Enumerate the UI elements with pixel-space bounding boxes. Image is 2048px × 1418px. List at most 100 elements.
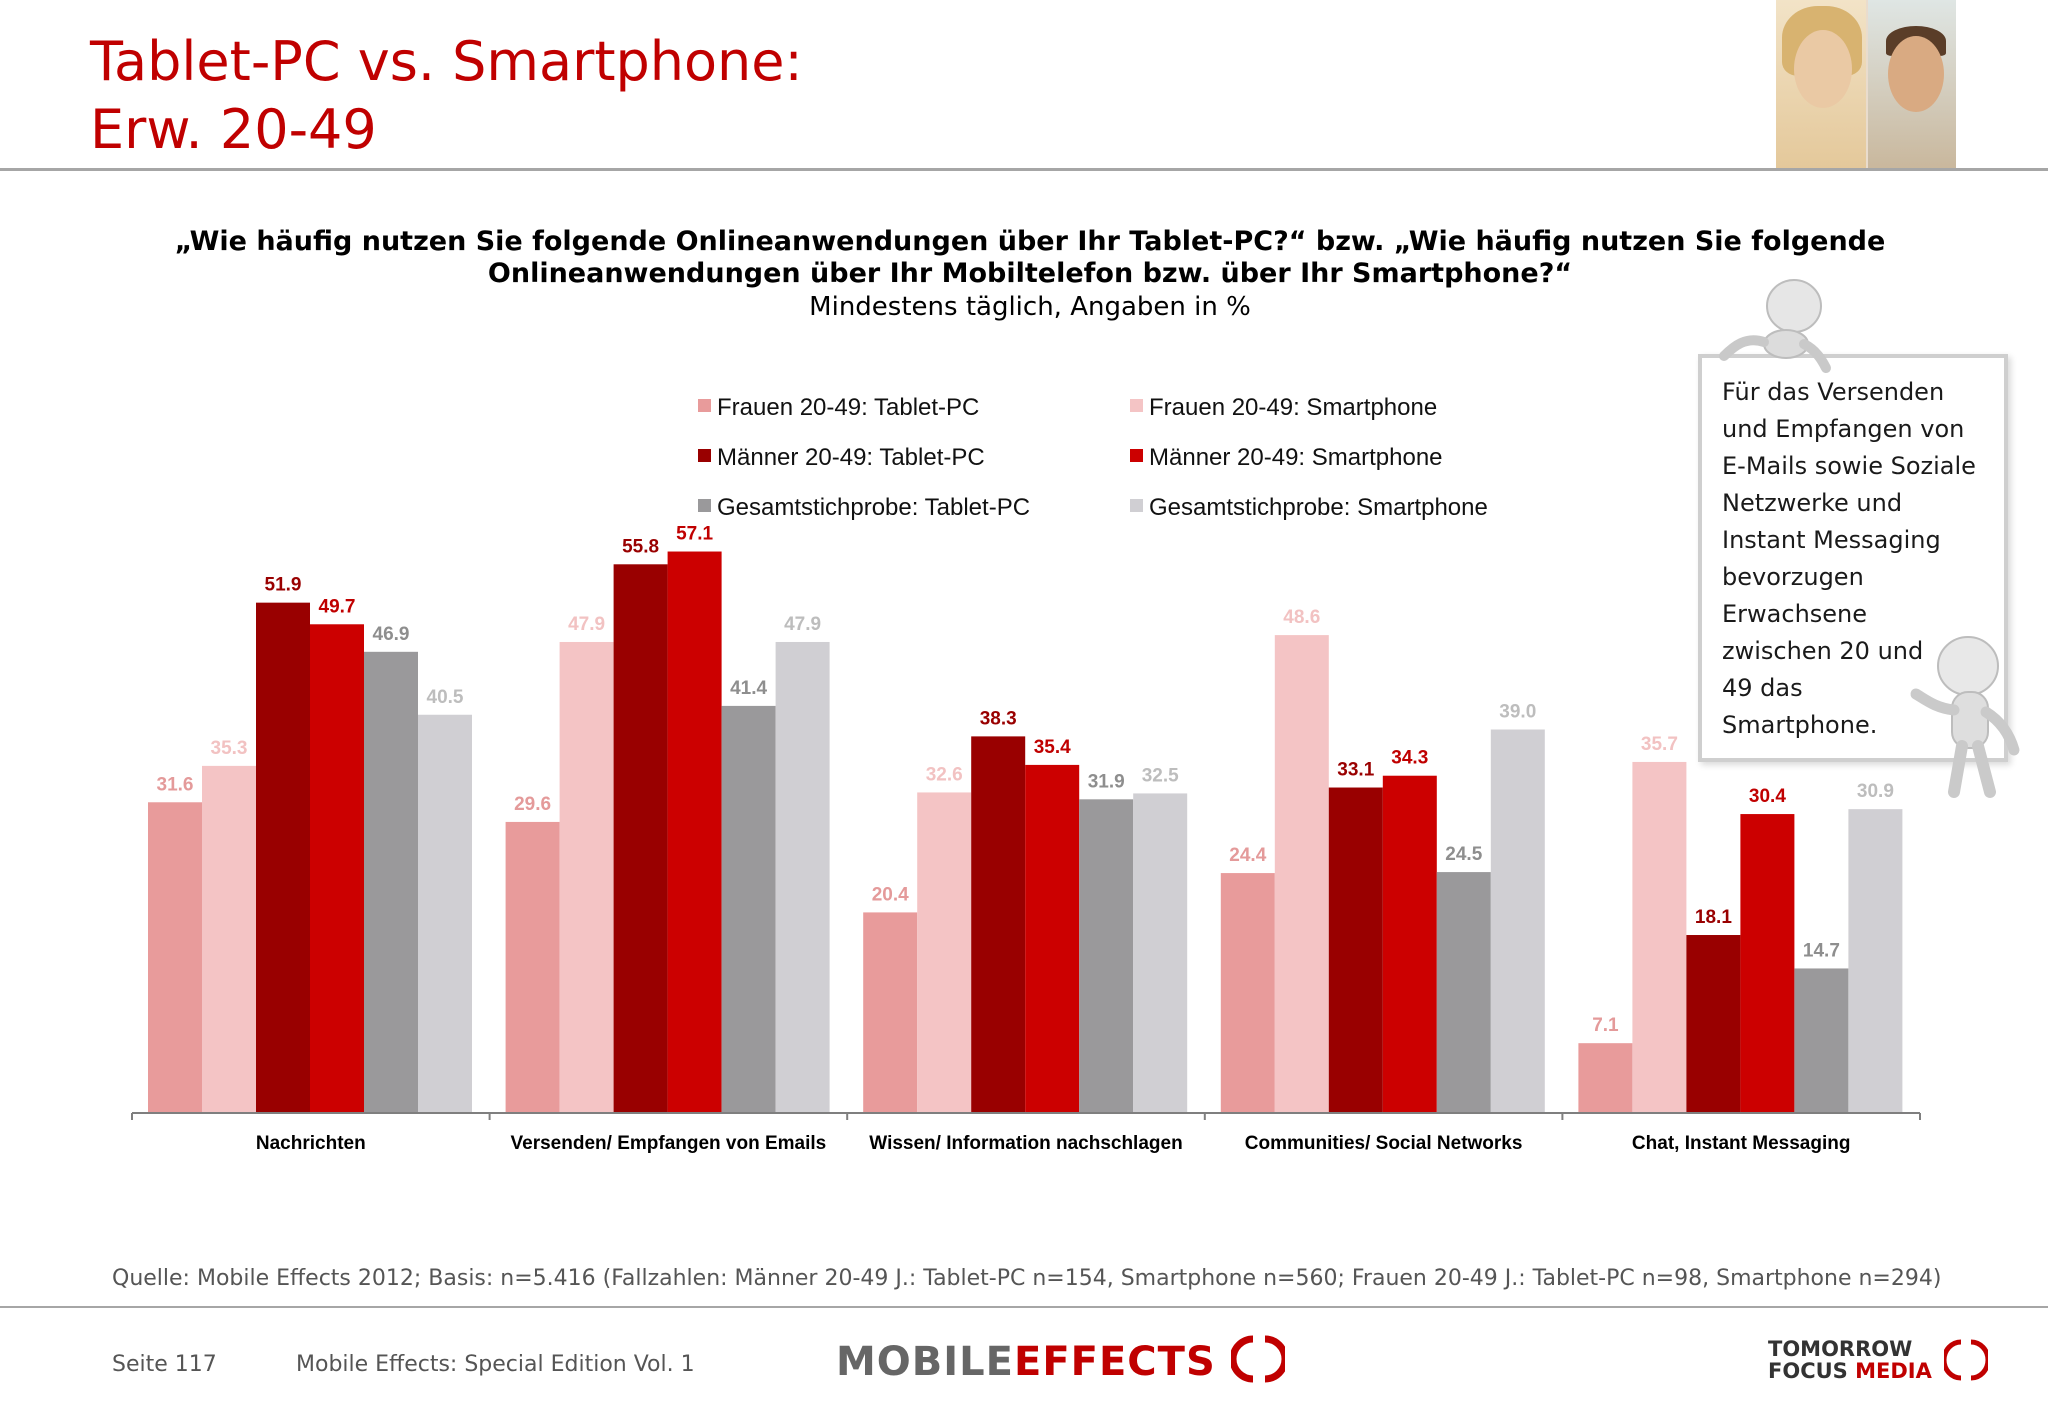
data-label: 20.4 [872, 884, 909, 905]
data-label: 30.9 [1857, 781, 1894, 802]
data-label: 14.7 [1803, 940, 1840, 961]
note-line: bevorzugen [1722, 563, 1864, 591]
bar [1848, 809, 1903, 1113]
category-label: Communities/ Social Networks [1245, 1133, 1523, 1154]
legend-swatch [698, 449, 711, 462]
bar [1133, 793, 1188, 1113]
logo-media-text: MEDIA [1855, 1359, 1932, 1383]
bar [310, 624, 364, 1113]
bar [256, 602, 310, 1113]
page-title: Tablet-PC vs. Smartphone: Erw. 20-49 [90, 28, 803, 164]
data-label: 24.5 [1445, 844, 1482, 865]
bar [1740, 814, 1795, 1113]
bar [613, 564, 668, 1113]
data-label: 7.1 [1592, 1015, 1619, 1036]
survey-question: „Wie häufig nutzen Sie folgende Onlinean… [120, 226, 1940, 290]
data-label: 18.1 [1695, 907, 1732, 928]
legend-swatch [1130, 449, 1143, 462]
note-line: zwischen 20 und [1722, 637, 1924, 665]
legend-label: Männer 20-49: Smartphone [1149, 444, 1443, 471]
logo-tfm-bracket-icon [1944, 1339, 1988, 1381]
header-divider [0, 168, 2048, 171]
data-label: 35.7 [1641, 734, 1678, 755]
mobile-effects-logo: MOBILEEFFECTS [836, 1335, 1289, 1385]
data-label: 32.6 [926, 764, 963, 785]
bar [1220, 873, 1275, 1113]
note-line: Für das Versenden [1722, 378, 1945, 406]
page-number: Seite 117 [112, 1352, 217, 1377]
data-label: 48.6 [1283, 607, 1320, 628]
chart-subtitle: Mindestens täglich, Angaben in % [809, 292, 1251, 322]
bar [1274, 635, 1329, 1113]
data-label: 35.3 [211, 738, 248, 759]
title-line-2: Erw. 20-49 [90, 98, 377, 161]
bar [1025, 764, 1080, 1113]
data-label: 33.1 [1337, 760, 1374, 781]
data-label: 34.3 [1391, 748, 1428, 769]
note-line: Erwachsene [1722, 600, 1868, 628]
header-photo [1776, 0, 1956, 170]
data-label: 29.6 [514, 794, 551, 815]
bar [721, 705, 776, 1113]
logo-focus-text: FOCUS [1768, 1359, 1848, 1383]
bar [917, 792, 972, 1113]
bar [1686, 935, 1741, 1113]
data-label: 49.7 [319, 596, 356, 617]
footer-divider [0, 1306, 2048, 1308]
note-line: E-Mails sowie Soziale [1722, 452, 1976, 480]
data-label: 24.4 [1229, 845, 1266, 866]
question-line-1: „Wie häufig nutzen Sie folgende Onlinean… [174, 226, 1886, 257]
data-label: 39.0 [1499, 702, 1536, 723]
bar [1632, 761, 1687, 1113]
category-label: Nachrichten [256, 1133, 366, 1154]
data-label: 38.3 [980, 708, 1017, 729]
note-line: 49 das [1722, 674, 1803, 702]
legend-label: Frauen 20-49: Tablet-PC [717, 394, 979, 421]
data-label: 51.9 [265, 575, 302, 596]
edition-label: Mobile Effects: Special Edition Vol. 1 [296, 1352, 695, 1377]
data-label: 47.9 [784, 614, 821, 635]
bar [1436, 872, 1491, 1113]
bar [418, 714, 472, 1113]
data-label: 46.9 [373, 624, 410, 645]
legend-swatch [1130, 399, 1143, 412]
bar [505, 821, 560, 1113]
bar [971, 736, 1026, 1113]
legend-swatch [698, 499, 711, 512]
bar [559, 641, 614, 1113]
data-label: 35.4 [1034, 737, 1071, 758]
bar [148, 802, 202, 1113]
data-label: 40.5 [427, 687, 464, 708]
logo-effects-text: EFFECTS [1014, 1339, 1216, 1385]
data-label: 32.5 [1142, 765, 1179, 786]
legend-label: Frauen 20-49: Smartphone [1149, 394, 1437, 421]
data-label: 31.6 [157, 774, 194, 795]
source-note: Quelle: Mobile Effects 2012; Basis: n=5.… [112, 1266, 1942, 1291]
note-box: Für das Versenden und Empfangen von E-Mail… [1698, 354, 2008, 762]
logo-bracket-icon [1229, 1335, 1289, 1383]
logo-tomorrow-text: TOMORROW [1768, 1337, 1913, 1361]
logo-mobile-text: MOBILE [836, 1339, 1014, 1385]
legend-label: Männer 20-49: Tablet-PC [717, 444, 985, 471]
note-text: Für das Versenden und Empfangen von E-Mail… [1722, 374, 1992, 744]
data-label: 31.9 [1088, 771, 1125, 792]
legend-label: Gesamtstichprobe: Smartphone [1149, 494, 1488, 521]
note-line: Netzwerke und [1722, 489, 1903, 517]
bar [364, 651, 418, 1113]
data-label: 57.1 [676, 524, 713, 545]
bar [202, 765, 256, 1113]
data-label: 41.4 [730, 678, 767, 699]
category-label: Wissen/ Information nachschlagen [869, 1133, 1182, 1154]
category-label: Chat, Instant Messaging [1632, 1133, 1851, 1154]
title-line-1: Tablet-PC vs. Smartphone: [90, 30, 803, 93]
bar [863, 912, 918, 1113]
bar [1328, 787, 1383, 1113]
note-line: und Empfangen von [1722, 415, 1965, 443]
figure-side-icon [1910, 636, 2020, 798]
question-line-2: Onlineanwendungen über Ihr Mobiltelefon … [487, 258, 1573, 289]
bar [1079, 799, 1134, 1113]
legend-swatch [1130, 499, 1143, 512]
bar [667, 551, 722, 1113]
note-line: Instant Messaging [1722, 526, 1941, 554]
data-label: 55.8 [622, 536, 659, 557]
